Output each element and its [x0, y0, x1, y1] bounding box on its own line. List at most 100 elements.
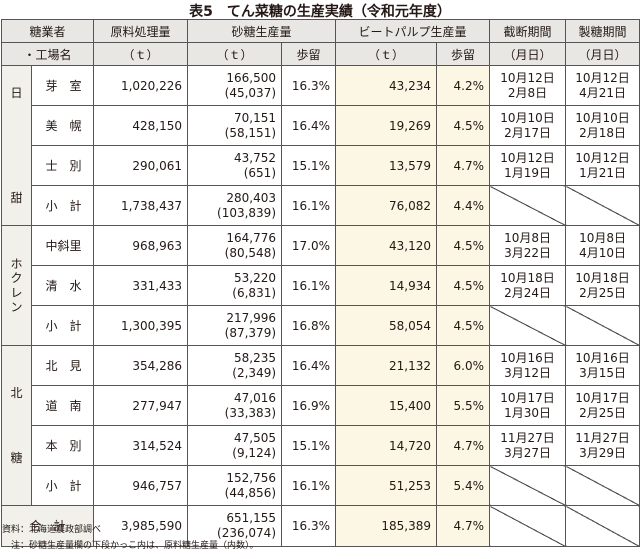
header-cutting-unit: （月日） — [489, 42, 567, 66]
table-row: 美 幌 428,150 70,151 (58,151) 16.4% 19,269 4.5% 1… — [2, 105, 640, 146]
pulp-yield-cell: 4.5% — [436, 305, 491, 346]
sugar-production-cell: 217,996 (87,379) — [187, 305, 283, 346]
sugar-yield-cell: 15.1% — [281, 425, 337, 466]
empty-refining-cell — [565, 305, 640, 346]
cutting-end: 3月22日 — [504, 245, 551, 260]
pulp-production-cell: 14,720 — [335, 425, 438, 466]
cutting-start: 10月17日 — [500, 390, 555, 405]
header-sugar-yield: 歩留 — [281, 42, 337, 66]
factory-name: 北 見 — [30, 345, 95, 386]
sugar-production-cell: 43,752 (651) — [187, 145, 283, 186]
group-name-char: 甜 — [10, 190, 23, 205]
header-refining-period: 製糖期間 — [565, 19, 640, 43]
pulp-yield-cell: 4.5% — [436, 225, 491, 266]
cutting-period-cell: 10月16日 3月12日 — [489, 345, 567, 386]
raw-processed-cell: 277,947 — [93, 385, 189, 426]
sugar-value: 217,996 — [226, 310, 277, 325]
cutting-start: 10月12日 — [500, 150, 555, 165]
factory-name: 本 別 — [30, 425, 95, 466]
sugar-production-cell: 47,505 (9,124) — [187, 425, 283, 466]
sugar-yield-cell: 16.3% — [281, 65, 337, 106]
table-body: 日甜芽 室 1,020,226 166,500 (45,037) 16.3% 43,234… — [0, 65, 640, 547]
pulp-production-cell: 76,082 — [335, 185, 438, 226]
sugar-value: 47,016 — [234, 390, 277, 405]
group-name-char: 北 — [10, 386, 23, 401]
refining-end: 1月21日 — [579, 165, 626, 180]
empty-cutting-cell — [489, 185, 567, 226]
refining-start: 10月16日 — [575, 350, 630, 365]
refining-end: 2月25日 — [579, 405, 626, 420]
sugar-yield-cell: 17.0% — [281, 225, 337, 266]
table-row: 北糖北 見 354,286 58,235 (2,349) 16.4% 21,132 6.0%… — [1, 345, 640, 506]
subtotal-row: 小 計 1,738,437 280,403 (103,839) 16.1% 76,082 4… — [2, 185, 640, 226]
refining-start: 10月18日 — [575, 270, 630, 285]
sugar-production-cell: 152,756 (44,856) — [187, 465, 283, 506]
factory-name: 中斜里 — [30, 225, 95, 266]
sugar-value: 166,500 — [226, 70, 277, 85]
sugar-yield-cell: 16.4% — [281, 345, 337, 386]
sugar-value: 47,505 — [234, 430, 277, 445]
subtotal-row: 小 計 946,757 152,756 (44,856) 16.1% 51,253 5.4% — [2, 465, 640, 506]
cutting-end: 2月24日 — [504, 285, 551, 300]
total-row: 合 計 3,985,590 651,155 (236,074) 16.3% 185,389… — [0, 505, 640, 547]
cutting-end: 1月30日 — [504, 405, 551, 420]
cutting-start: 10月10日 — [500, 110, 555, 125]
header-pulp-yield: 歩留 — [436, 42, 491, 66]
raw-sugar-value: (80,548) — [224, 245, 277, 260]
pulp-yield-cell: 4.2% — [436, 65, 491, 106]
group-name-char: ホ — [10, 256, 23, 271]
cutting-period-cell: 10月18日 2月24日 — [489, 265, 567, 306]
pulp-production-cell: 14,934 — [335, 265, 438, 306]
pulp-production-cell: 21,132 — [335, 345, 438, 386]
cutting-period-cell: 10月12日 1月19日 — [489, 145, 567, 186]
cutting-end: 3月27日 — [504, 445, 551, 460]
raw-processed-cell: 428,150 — [93, 105, 189, 146]
pulp-yield-cell: 5.4% — [436, 465, 491, 506]
refining-end: 2月25日 — [579, 285, 626, 300]
total-label: 合 計 — [0, 505, 95, 547]
refining-end: 4月21日 — [579, 85, 626, 100]
empty-refining-cell — [565, 185, 640, 226]
total-sugar-value: 651,155 — [226, 511, 277, 525]
cutting-end: 1月19日 — [504, 165, 551, 180]
cutting-period-cell: 10月8日 3月22日 — [489, 225, 567, 266]
table-row: 士 別 290,061 43,752 (651) 15.1% 13,579 4.7% 10月1… — [2, 145, 640, 186]
cutting-end: 2月17日 — [504, 125, 551, 140]
table-row: ホクレン中斜里 968,963 164,776 (80,548) 17.0% 43,120… — [1, 225, 640, 346]
pulp-production-cell: 58,054 — [335, 305, 438, 346]
table-header: 糖業者 原料処理量 砂糖生産量 ビートパルプ生産量 截断期間 製糖期間 ・工場名… — [0, 19, 640, 66]
raw-sugar-value: (58,151) — [224, 125, 277, 140]
cutting-start: 10月16日 — [500, 350, 555, 365]
raw-sugar-value: (103,839) — [217, 205, 277, 220]
raw-sugar-value: (6,831) — [232, 285, 277, 300]
group-name-cell: 日甜 — [1, 65, 32, 226]
sugar-production-cell: 70,151 (58,151) — [187, 105, 283, 146]
pulp-yield-cell: 4.7% — [436, 145, 491, 186]
refining-start: 11月27日 — [575, 430, 630, 445]
sugar-yield-cell: 16.1% — [281, 185, 337, 226]
cutting-period-cell: 10月10日 2月17日 — [489, 105, 567, 146]
raw-processed-cell: 1,300,395 — [93, 305, 189, 346]
refining-start: 10月12日 — [575, 70, 630, 85]
empty-cutting-cell — [489, 465, 567, 506]
pulp-production-cell: 19,269 — [335, 105, 438, 146]
pulp-yield-cell: 4.4% — [436, 185, 491, 226]
table-row: 本 別 314,524 47,505 (9,124) 15.1% 14,720 4.7% 11… — [2, 425, 640, 466]
sugar-production-cell: 166,500 (45,037) — [187, 65, 283, 106]
factory-name: 小 計 — [30, 305, 95, 346]
raw-sugar-value: (2,349) — [232, 365, 277, 380]
sugar-yield-cell: 16.8% — [281, 305, 337, 346]
raw-processed-cell: 354,286 — [93, 345, 189, 386]
raw-sugar-value: (9,124) — [232, 445, 277, 460]
factory-name: 士 別 — [30, 145, 95, 186]
factory-name: 道 南 — [30, 385, 95, 426]
raw-sugar-value: (33,383) — [224, 405, 277, 420]
refining-period-cell: 10月16日 3月15日 — [565, 345, 640, 386]
group-name-cell: ホクレン — [1, 225, 32, 346]
cutting-start: 10月12日 — [500, 70, 555, 85]
header-sugar-production: 砂糖生産量 — [187, 19, 337, 43]
refining-start: 10月17日 — [575, 390, 630, 405]
cutting-start: 10月8日 — [504, 230, 551, 245]
subtotal-row: 小 計 1,300,395 217,996 (87,379) 16.8% 58,054 4.… — [2, 305, 640, 346]
pulp-yield-cell: 4.7% — [436, 425, 491, 466]
